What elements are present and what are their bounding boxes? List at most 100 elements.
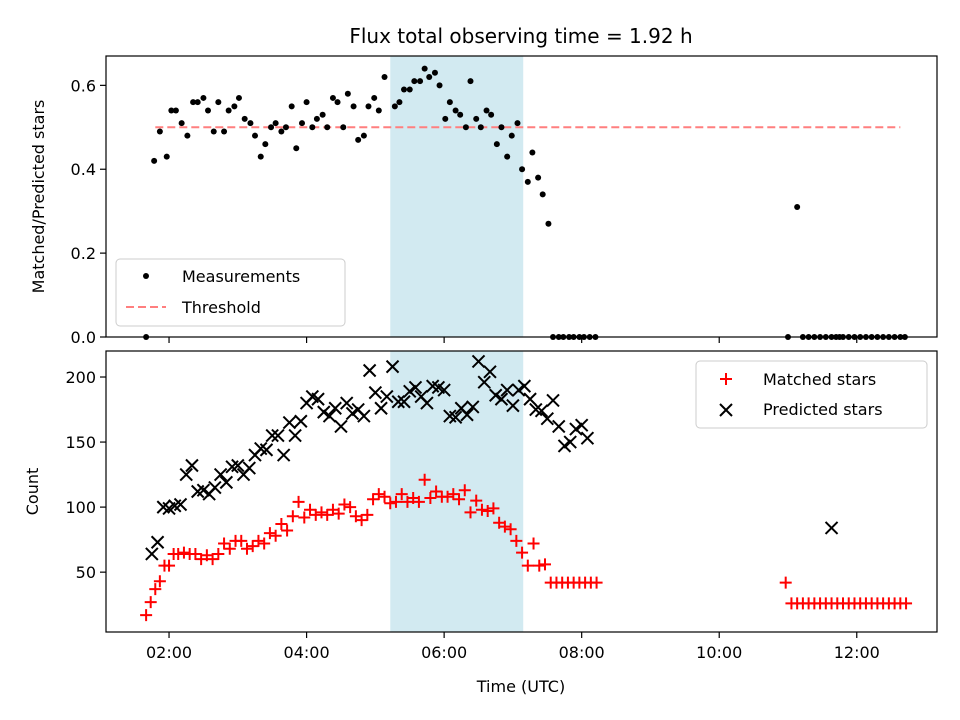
predicted-star-point	[580, 431, 595, 445]
predicted-star-point	[185, 458, 199, 473]
predicted-star-point	[374, 401, 388, 415]
matched-star-point	[218, 537, 231, 550]
measurement-point	[313, 115, 320, 122]
measurement-point	[535, 174, 542, 181]
predicted-legend-marker	[719, 403, 733, 417]
matched-legend-marker	[720, 373, 732, 385]
predicted-star-point	[334, 419, 348, 434]
measurement-point	[324, 124, 331, 131]
matched-star-point	[298, 511, 311, 524]
measurement-point	[493, 141, 500, 148]
matched-star-point	[389, 495, 402, 508]
observing-window-shade-top	[390, 56, 524, 337]
measurement-point	[257, 153, 264, 160]
predicted-star-point	[489, 388, 503, 402]
predicted-star-point	[357, 409, 371, 423]
axes-frame	[105, 55, 938, 338]
measurement-point	[319, 111, 326, 118]
measurement-point	[375, 107, 382, 114]
top-panel-axes: 0.0 0.2 0.4 0.6	[71, 55, 938, 347]
measurement-point	[163, 153, 170, 160]
measurement-point	[303, 99, 310, 106]
measurement-point	[504, 153, 511, 160]
predicted-star-point	[276, 448, 291, 462]
matched-star-point	[321, 508, 334, 521]
matched-star-point	[447, 488, 460, 501]
bottom-legend: Matched stars Predicted stars	[695, 360, 928, 429]
measurement-point	[231, 103, 238, 110]
y-tick-label: 0.2	[71, 244, 96, 263]
matched-star-point	[504, 523, 517, 536]
matched-star-point	[235, 534, 248, 547]
legend-box	[115, 258, 346, 327]
predicted-star-point	[523, 392, 537, 406]
matched-star-point	[252, 534, 265, 547]
matched-star-point	[372, 488, 385, 501]
measurement-point	[411, 78, 418, 85]
predicted-star-point	[448, 410, 463, 425]
matched-star-point	[538, 558, 551, 571]
measurement-point	[168, 107, 175, 114]
matched-star-point	[441, 490, 454, 503]
measurement-point	[344, 90, 351, 97]
matched-star-point	[533, 559, 546, 572]
measurement-point	[184, 132, 191, 139]
predicted-star-point	[362, 363, 377, 378]
matched-star-point	[516, 546, 529, 559]
measurement-point	[350, 103, 357, 110]
predicted-star-point	[145, 547, 159, 561]
matched-star-point	[464, 506, 477, 519]
measurement-point	[406, 86, 413, 93]
predicted-star-point	[506, 398, 520, 413]
measurement-point	[178, 120, 185, 127]
matched-star-point	[367, 493, 380, 506]
predicted-legend-label: Predicted stars	[763, 400, 883, 419]
measurement-point	[355, 136, 362, 143]
matched-star-point	[900, 597, 913, 610]
matched-star-point	[424, 492, 437, 505]
predicted-star-point	[403, 384, 417, 399]
matched-star-point	[163, 559, 176, 572]
matched-star-point	[304, 503, 317, 516]
predicted-star-point	[294, 414, 308, 428]
matched-star-point	[269, 529, 282, 542]
matched-star-point	[144, 596, 157, 609]
y-tick-label: 200	[65, 368, 96, 387]
measurement-point	[156, 128, 163, 135]
predicted-star-point	[259, 443, 274, 457]
y-tick-label: 0.0	[71, 328, 96, 347]
measurement-point	[299, 120, 306, 127]
measurement-point	[252, 132, 259, 139]
predicted-star-point	[494, 392, 509, 406]
measurement-point	[210, 128, 217, 135]
axes-frame	[105, 350, 938, 633]
matched-star-point	[481, 505, 494, 518]
measurement-point	[545, 220, 552, 227]
top-legend: Measurements Threshold	[115, 258, 346, 327]
measurements-legend-label: Measurements	[182, 267, 300, 286]
measurement-point	[360, 132, 367, 139]
matched-star-point	[275, 518, 288, 531]
measurement-point	[247, 120, 254, 127]
measurement-point	[539, 191, 546, 198]
predicted-star-point	[471, 354, 486, 369]
matched-star-point	[172, 547, 185, 560]
matched-star-point	[355, 514, 368, 527]
predicted-star-point	[345, 406, 360, 421]
matched-star-point	[338, 498, 351, 511]
measurement-point	[172, 107, 179, 114]
matched-star-point	[206, 553, 219, 566]
measurement-point	[524, 178, 531, 185]
threshold-legend-label: Threshold	[181, 298, 261, 317]
measurement-point	[391, 103, 398, 110]
matched-star-point	[286, 510, 299, 523]
predicted-star-point	[196, 483, 211, 497]
measurement-point	[272, 120, 279, 127]
measurement-point	[417, 78, 424, 85]
predicted-star-point	[483, 365, 497, 379]
measurement-point	[473, 115, 480, 122]
measurement-point	[498, 124, 505, 131]
predicted-star-point	[546, 393, 560, 408]
measurement-point	[282, 124, 289, 131]
